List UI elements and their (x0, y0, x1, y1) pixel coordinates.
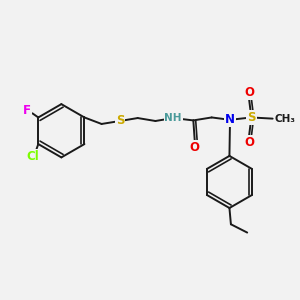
Text: Cl: Cl (27, 150, 39, 163)
Text: CH₃: CH₃ (274, 114, 295, 124)
Text: F: F (23, 104, 31, 117)
Text: S: S (116, 115, 124, 128)
Text: N: N (225, 113, 235, 126)
Text: O: O (190, 140, 200, 154)
Text: NH: NH (164, 113, 182, 123)
Text: O: O (244, 86, 254, 99)
Text: O: O (244, 136, 254, 148)
Text: S: S (247, 111, 256, 124)
